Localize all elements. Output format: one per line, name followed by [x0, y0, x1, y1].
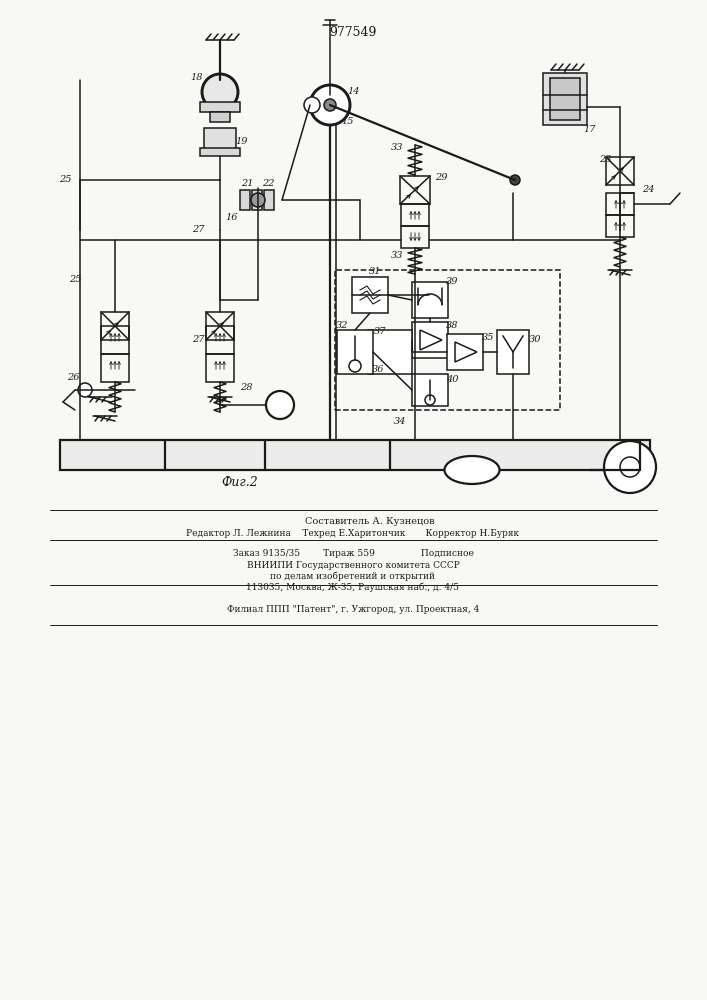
Text: 30: 30	[529, 336, 542, 344]
Text: Редактор Л. Лежнина    Техред Е.Харитончик       Корректор Н.Буряк: Редактор Л. Лежнина Техред Е.Харитончик …	[187, 530, 520, 538]
Text: 27: 27	[192, 226, 204, 234]
Bar	[210, 112, 230, 122]
Bar	[606, 193, 634, 215]
Bar	[606, 215, 634, 237]
Bar	[412, 322, 448, 358]
Bar	[101, 326, 129, 354]
Text: Филиал ППП "Патент", г. Ужгород, ул. Проектная, 4: Филиал ППП "Патент", г. Ужгород, ул. Про…	[227, 604, 479, 613]
Circle shape	[425, 395, 435, 405]
Text: Заказ 9135/35        Тираж 559                Подписное: Заказ 9135/35 Тираж 559 Подписное	[233, 550, 474, 558]
Circle shape	[604, 441, 656, 493]
Bar	[447, 334, 483, 370]
Text: 38: 38	[445, 320, 458, 330]
Text: 32: 32	[336, 320, 349, 330]
Text: 24: 24	[642, 186, 654, 194]
Text: 14: 14	[348, 88, 361, 97]
Bar	[101, 354, 129, 382]
Text: 37: 37	[374, 328, 386, 336]
Text: 39: 39	[445, 277, 458, 286]
Text: 15: 15	[341, 117, 354, 126]
Circle shape	[349, 360, 361, 372]
Bar	[252, 190, 262, 210]
Polygon shape	[420, 330, 442, 350]
Circle shape	[510, 175, 520, 185]
Text: 31: 31	[369, 267, 381, 276]
Text: Фиг.2: Фиг.2	[221, 476, 258, 488]
Text: ВНИИПИ Государственного комитета СССР: ВНИИПИ Государственного комитета СССР	[247, 562, 460, 570]
Bar	[60, 440, 650, 470]
Circle shape	[310, 85, 350, 125]
Text: 22: 22	[262, 180, 274, 188]
Bar	[240, 190, 250, 210]
Bar	[101, 312, 129, 340]
Bar	[337, 330, 373, 374]
Bar	[401, 226, 429, 248]
Circle shape	[620, 457, 640, 477]
Text: 977549: 977549	[329, 25, 377, 38]
Text: 36: 36	[372, 365, 384, 374]
Bar	[412, 282, 448, 318]
Text: 34: 34	[394, 418, 407, 426]
Bar	[368, 330, 412, 374]
Text: 26: 26	[66, 372, 79, 381]
Bar	[352, 277, 388, 313]
Text: 33: 33	[391, 143, 403, 152]
Bar	[400, 176, 430, 204]
Circle shape	[251, 193, 265, 207]
Bar	[401, 204, 429, 226]
Text: 35: 35	[481, 332, 494, 342]
Text: 27: 27	[192, 336, 204, 344]
Text: 29: 29	[435, 174, 448, 182]
Bar	[264, 190, 274, 210]
Bar	[206, 354, 234, 382]
Ellipse shape	[445, 456, 500, 484]
Bar	[550, 78, 580, 120]
Text: 21: 21	[241, 180, 253, 188]
Text: 25: 25	[59, 176, 71, 184]
Bar	[206, 326, 234, 354]
Bar	[200, 148, 240, 156]
Text: 33: 33	[391, 250, 403, 259]
Bar	[543, 73, 587, 125]
Bar	[206, 312, 234, 340]
Circle shape	[202, 74, 238, 110]
Bar	[606, 157, 634, 185]
Text: по делам изобретений и открытий: по делам изобретений и открытий	[271, 571, 436, 581]
Text: 40: 40	[445, 375, 458, 384]
Text: 28: 28	[240, 383, 252, 392]
Text: 18: 18	[191, 74, 203, 83]
Bar	[497, 330, 529, 374]
Bar	[200, 102, 240, 112]
Text: 17: 17	[584, 125, 596, 134]
Bar	[335, 270, 560, 410]
Circle shape	[304, 97, 320, 113]
Circle shape	[324, 99, 336, 111]
Text: Составитель А. Кузнецов: Составитель А. Кузнецов	[305, 518, 435, 526]
Circle shape	[266, 391, 294, 419]
Text: 16: 16	[226, 213, 238, 222]
Bar	[204, 128, 236, 150]
Text: 23: 23	[599, 155, 612, 164]
Text: 19: 19	[235, 137, 248, 146]
Bar	[412, 374, 448, 406]
Polygon shape	[455, 342, 477, 362]
Text: 25: 25	[69, 275, 81, 284]
Circle shape	[78, 383, 92, 397]
Text: 113035, Москва, Ж-35, Раушская наб., д. 4/5: 113035, Москва, Ж-35, Раушская наб., д. …	[247, 582, 460, 592]
